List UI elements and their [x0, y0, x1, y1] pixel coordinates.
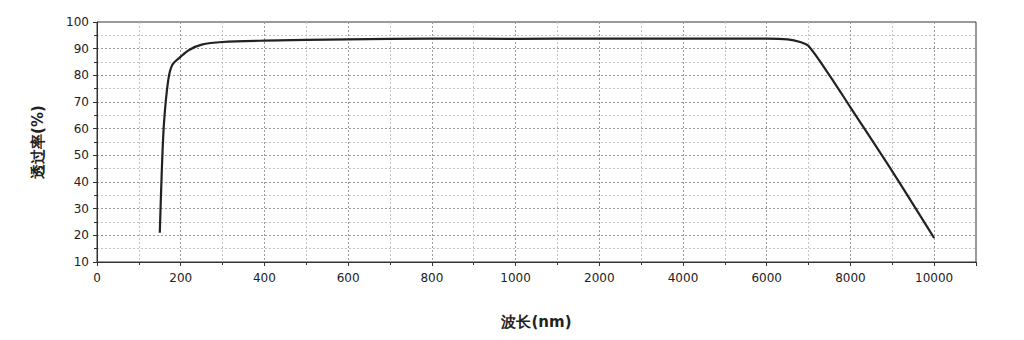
- svg-text:60: 60: [74, 122, 89, 136]
- svg-text:40: 40: [74, 175, 89, 189]
- svg-text:50: 50: [74, 148, 89, 162]
- svg-text:200: 200: [169, 271, 192, 285]
- svg-text:800: 800: [420, 271, 443, 285]
- svg-text:6000: 6000: [751, 271, 782, 285]
- svg-text:8000: 8000: [835, 271, 866, 285]
- svg-text:10: 10: [74, 255, 89, 269]
- svg-text:10000: 10000: [915, 271, 953, 285]
- svg-text:30: 30: [74, 202, 89, 216]
- svg-text:波长(nm): 波长(nm): [500, 313, 571, 331]
- svg-text:90: 90: [74, 42, 89, 56]
- svg-text:400: 400: [253, 271, 276, 285]
- svg-text:600: 600: [337, 271, 360, 285]
- svg-text:1000: 1000: [500, 271, 531, 285]
- svg-text:100: 100: [66, 15, 89, 29]
- svg-text:70: 70: [74, 95, 89, 109]
- svg-text:0: 0: [93, 271, 101, 285]
- svg-text:2000: 2000: [584, 271, 615, 285]
- svg-text:80: 80: [74, 68, 89, 82]
- svg-text:20: 20: [74, 228, 89, 242]
- svg-text:4000: 4000: [668, 271, 699, 285]
- svg-text:透过率(%): 透过率(%): [29, 105, 47, 180]
